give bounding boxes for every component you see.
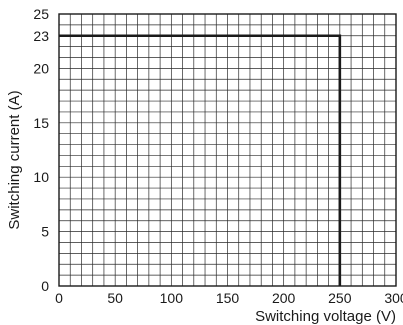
y-tick-label: 10 bbox=[33, 169, 49, 185]
series-line-0 bbox=[59, 34, 342, 286]
y-tick-label: 25 bbox=[33, 6, 49, 22]
y-tick-label: 0 bbox=[41, 278, 49, 294]
x-tick-label: 150 bbox=[216, 290, 240, 306]
chart-grid bbox=[59, 14, 396, 286]
x-axis-ticks: 0 50 100 150 200 250 300 bbox=[55, 290, 403, 306]
plot-area-border bbox=[58, 13, 397, 287]
y-axis-ticks: 0 5 10 15 20 23 25 bbox=[33, 6, 49, 294]
x-tick-label: 200 bbox=[272, 290, 296, 306]
x-tick-label: 250 bbox=[328, 290, 352, 306]
series-group bbox=[59, 34, 342, 286]
x-tick-label: 0 bbox=[55, 290, 63, 306]
x-axis-label: Switching voltage (V) bbox=[255, 308, 396, 325]
y-tick-label: 15 bbox=[33, 115, 49, 131]
y-axis-label: Switching current (A) bbox=[6, 90, 23, 229]
y-tick-label: 23 bbox=[33, 28, 49, 44]
x-tick-label: 50 bbox=[107, 290, 123, 306]
x-tick-label: 300 bbox=[384, 290, 403, 306]
x-tick-label: 100 bbox=[160, 290, 184, 306]
y-tick-label: 5 bbox=[41, 224, 49, 240]
y-tick-label: 20 bbox=[33, 60, 49, 76]
